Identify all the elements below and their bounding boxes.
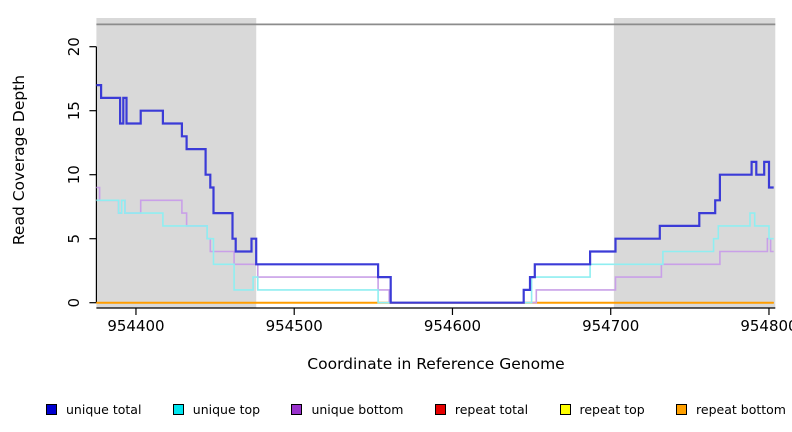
y-tick-label: 5 — [65, 234, 83, 244]
legend-label-unique-total: unique total — [66, 401, 142, 417]
y-tick-label: 0 — [65, 298, 83, 308]
legend-item-unique-bottom: unique bottom — [291, 401, 404, 417]
legend-item-repeat-bottom: repeat bottom — [676, 402, 786, 417]
legend-label-unique-top: unique top — [192, 401, 261, 417]
x-tick-label: 954600 — [424, 317, 481, 335]
legend-item-repeat-top: repeat top — [559, 401, 645, 417]
x-axis-title: Coordinate in Reference Genome — [307, 355, 564, 373]
legend-swatch-repeat-total — [434, 403, 446, 415]
x-tick-label: 954400 — [107, 317, 164, 335]
axes: 954400 954500 954600 954700 954800 0 5 10 15 20 — [65, 37, 792, 335]
coverage-chart: 954400 954500 954600 954700 954800 0 5 10 15 20 C… — [10, 18, 792, 373]
legend-swatch-unique-total — [46, 403, 57, 415]
legend-swatch-unique-top — [172, 403, 184, 415]
legend-swatch-unique-bottom — [291, 403, 303, 415]
x-tick-label: 954800 — [740, 317, 792, 335]
shaded-region-0 — [96, 18, 257, 308]
y-axis-title: Read Coverage Depth — [10, 75, 28, 245]
y-tick-label: 20 — [65, 37, 83, 56]
legend-item-unique-total: unique total — [46, 402, 141, 417]
series-lines — [96, 84, 774, 304]
legend-swatch-repeat-top — [559, 403, 571, 415]
y-tick-label: 15 — [65, 101, 83, 120]
series-line-unique-top — [96, 199, 774, 304]
legend-label-unique-bottom: unique bottom — [311, 401, 404, 417]
shaded-region-1 — [613, 18, 776, 308]
legend: unique total unique top unique bottom repea… — [46, 399, 786, 419]
legend-swatch-repeat-bottom — [676, 403, 688, 415]
x-tick-label: 954700 — [582, 317, 639, 335]
legend-item-unique-top: unique top — [172, 401, 261, 417]
y-tick-label: 10 — [65, 165, 83, 184]
x-tick-label: 954500 — [266, 317, 323, 335]
legend-label-repeat-top: repeat top — [579, 401, 645, 417]
repeat-region-shading — [96, 18, 776, 308]
legend-label-repeat-bottom: repeat bottom — [696, 401, 786, 417]
legend-item-repeat-total: repeat total — [434, 401, 529, 417]
legend-label-repeat-total: repeat total — [454, 401, 529, 417]
series-line-unique-total — [96, 84, 774, 304]
